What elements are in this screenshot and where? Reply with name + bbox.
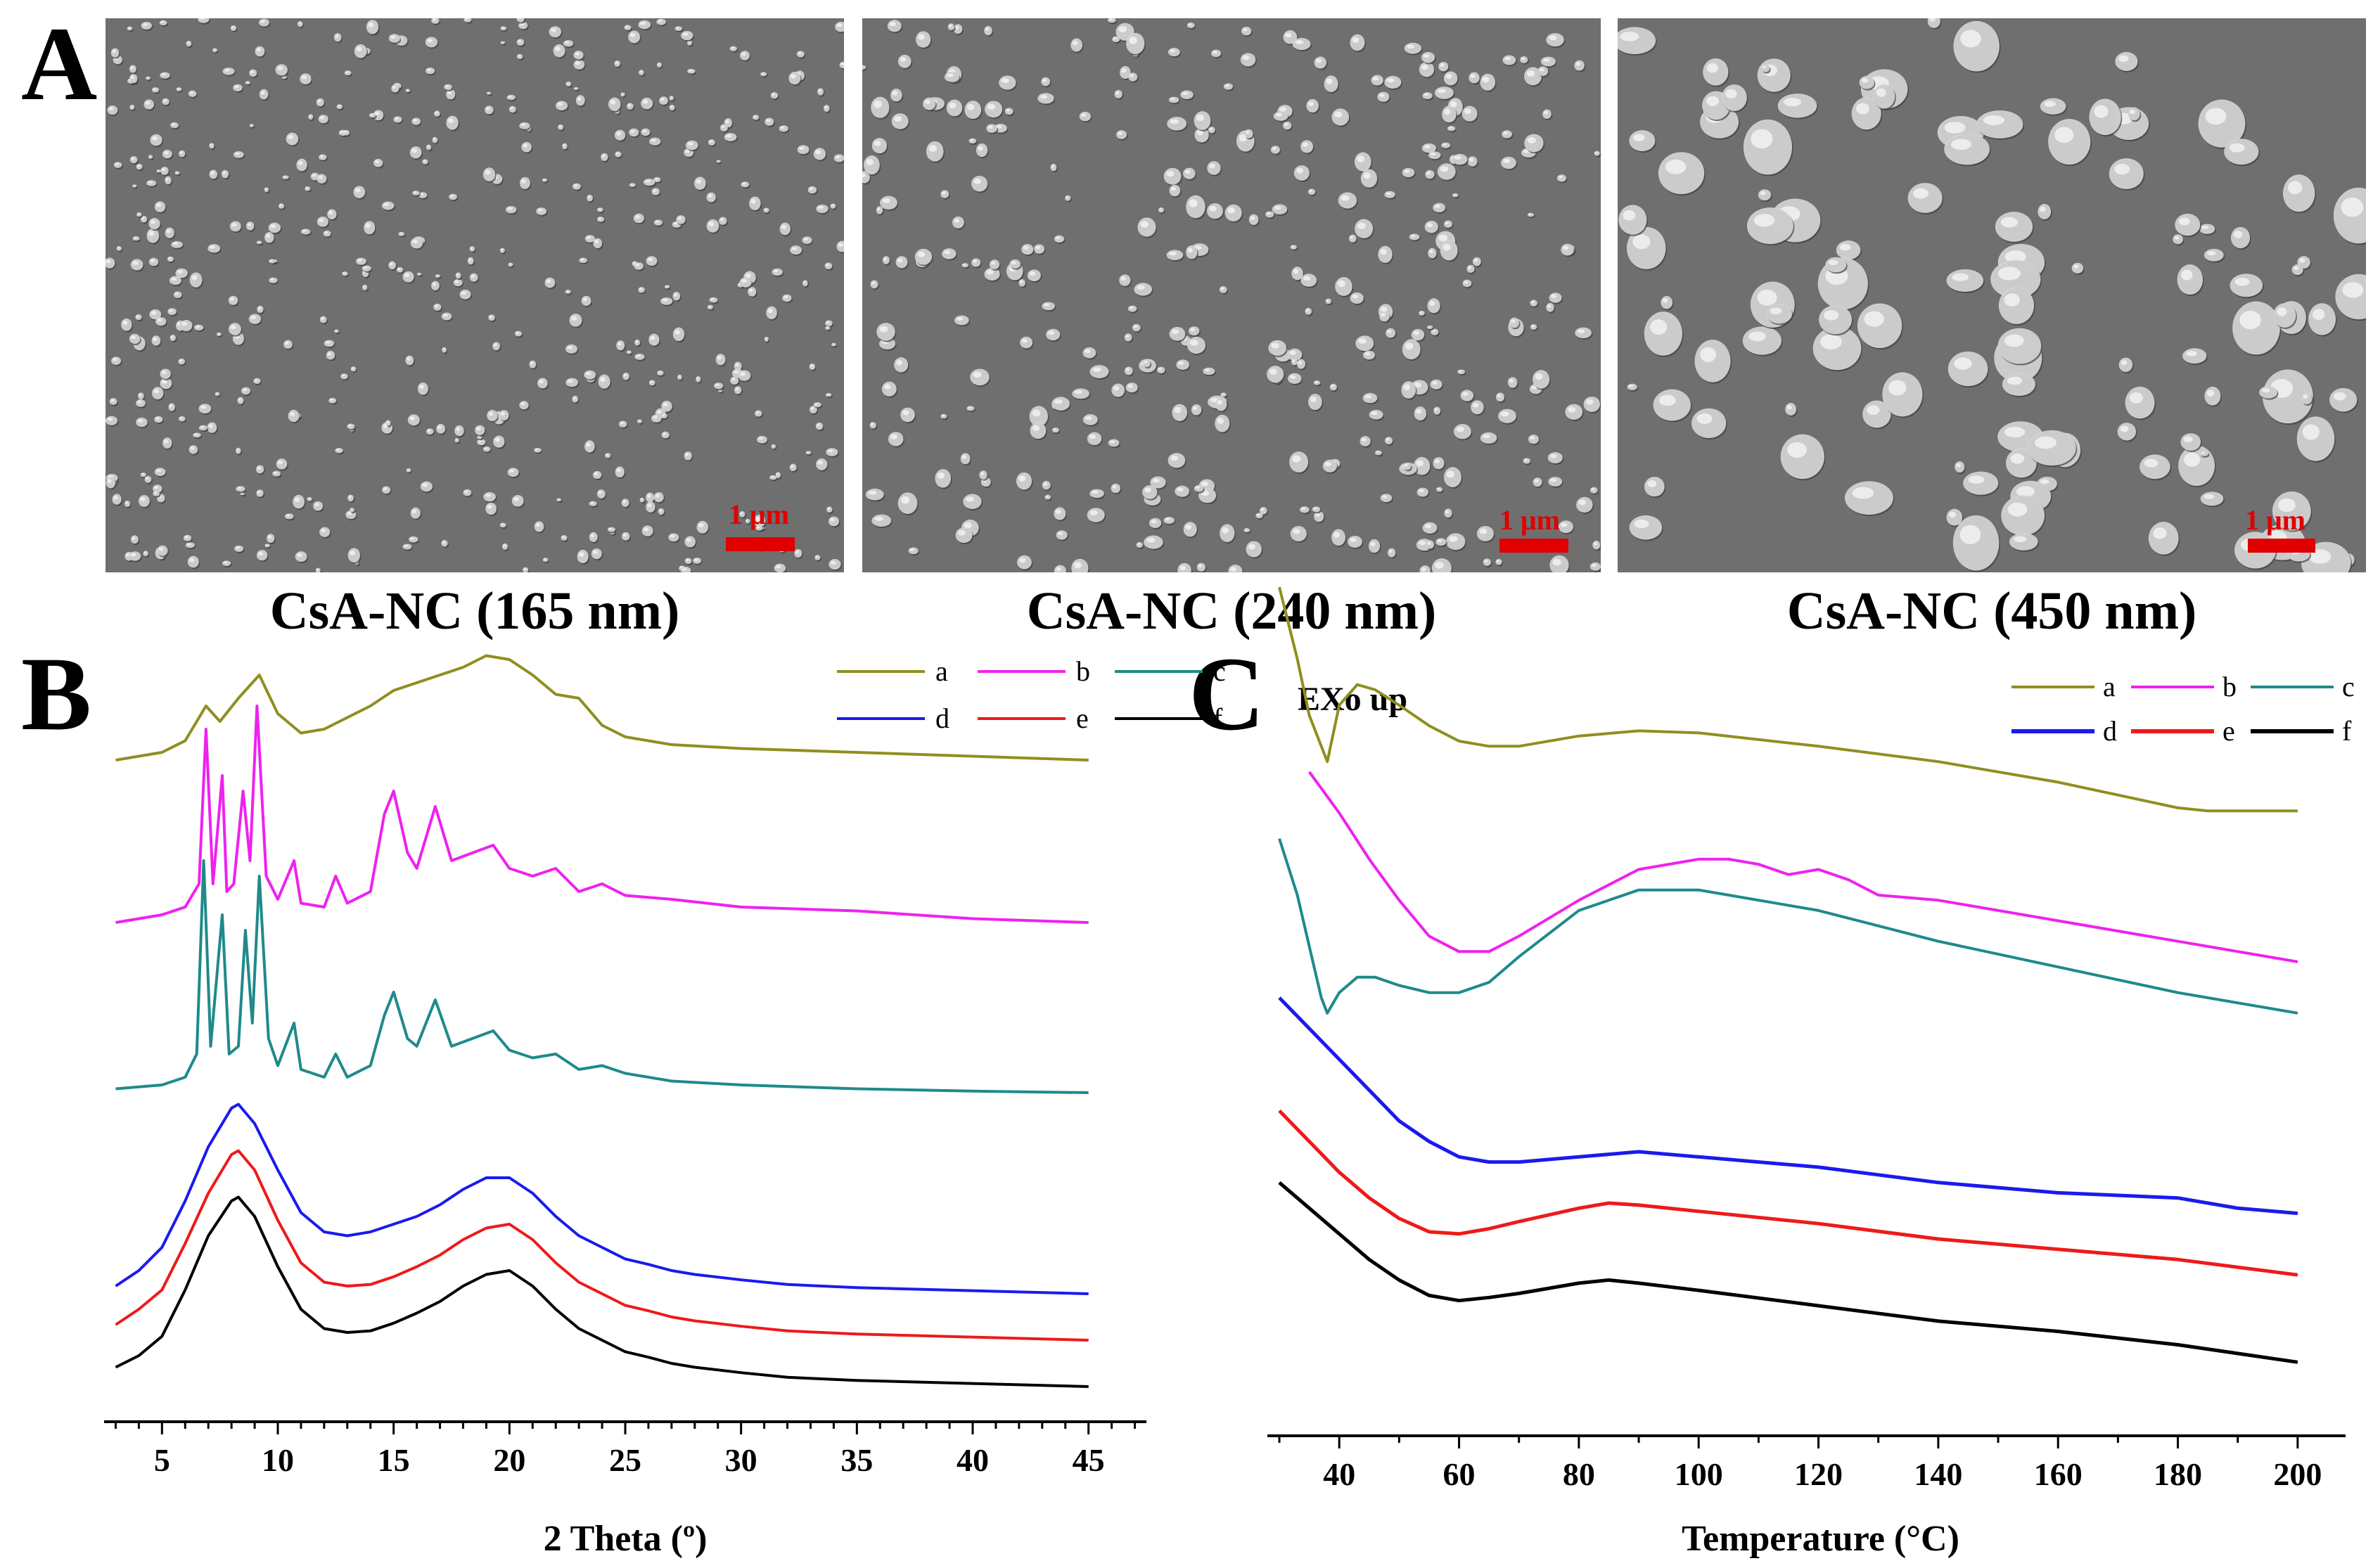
x-tick-label: 80	[1563, 1456, 1595, 1492]
legend-label-e: e	[1076, 702, 1089, 734]
x-tick-label: 5	[154, 1442, 170, 1478]
x-tick-label: 25	[609, 1442, 641, 1478]
series-line-d	[115, 1103, 1089, 1295]
x-tick-label: 60	[1443, 1456, 1476, 1492]
sem-texture	[862, 18, 1601, 572]
series-line-d	[1278, 996, 2298, 1216]
panel-a-letter: A	[21, 6, 98, 122]
legend-label-d: d	[2103, 715, 2117, 747]
series-line-e	[115, 1149, 1089, 1342]
legend: a b c d e f	[2011, 671, 2355, 747]
series-line-c	[1278, 838, 2298, 1015]
sem-texture	[105, 18, 844, 572]
sem-caption-450nm: CsA-NC (450 nm)	[1786, 581, 2197, 641]
scale-bar-label: 1 μm	[729, 499, 789, 530]
series-line-a	[115, 654, 1089, 761]
legend-label-d: d	[935, 702, 949, 734]
x-tick-label: 15	[378, 1442, 410, 1478]
scale-bar	[2248, 539, 2315, 553]
sem-image-240nm: 1 μm	[862, 18, 1601, 572]
x-tick-label: 100	[1675, 1456, 1723, 1492]
scale-bar-label: 1 μm	[2245, 504, 2305, 536]
panel-c-letter: C	[1189, 636, 1265, 752]
x-tick-label: 45	[1073, 1442, 1105, 1478]
legend-label-b: b	[1076, 655, 1090, 687]
sem-particles-240nm	[862, 18, 1601, 572]
x-axis-title: Temperature (°C)	[1682, 1519, 1959, 1559]
scale-bar	[726, 537, 795, 551]
x-tick-label: 200	[2273, 1456, 2322, 1492]
x-tick-label: 30	[725, 1442, 757, 1478]
x-tick-label: 40	[1323, 1456, 1355, 1492]
sem-particles-165nm	[105, 18, 844, 572]
x-tick-label: 10	[262, 1442, 294, 1478]
x-tick-label: 40	[957, 1442, 989, 1478]
sem-image-450nm: 1 μm	[1618, 18, 2366, 572]
series-line-a	[1278, 586, 2298, 813]
x-tick-label: 160	[2034, 1456, 2083, 1492]
x-tick-label: 140	[1914, 1456, 1962, 1492]
legend-label-b: b	[2222, 671, 2237, 702]
x-tick-label: 120	[1794, 1456, 1843, 1492]
x-axis-title: 2 Theta (º)	[544, 1519, 708, 1559]
sem-caption-240nm: CsA-NC (240 nm)	[1026, 581, 1437, 641]
series-line-f	[115, 1195, 1089, 1388]
legend-label-e: e	[2222, 715, 2235, 747]
scale-bar	[1499, 539, 1568, 553]
x-tick-label: 180	[2154, 1456, 2202, 1492]
sem-particles-450nm	[1618, 18, 2366, 572]
series-line-f	[1278, 1181, 2298, 1364]
series-line-b	[115, 705, 1089, 924]
x-tick-label: 35	[840, 1442, 873, 1478]
legend-label-a: a	[935, 655, 948, 687]
legend-label-c: c	[2342, 671, 2355, 702]
series-line-c	[115, 859, 1089, 1094]
legend-label-f: f	[1213, 702, 1223, 734]
x-tick-label: 20	[493, 1442, 525, 1478]
series-line-e	[1278, 1109, 2298, 1277]
scale-bar-label: 1 μm	[1499, 504, 1560, 536]
sem-image-165nm: 1 μm	[105, 18, 844, 572]
legend-label-a: a	[2103, 671, 2116, 702]
series-line-b	[1307, 771, 2298, 963]
legend-label-c: c	[1213, 655, 1226, 687]
panel-b-letter: B	[21, 636, 92, 752]
sem-caption-165nm: CsA-NC (165 nm)	[269, 581, 680, 641]
sem-texture	[1618, 18, 2366, 572]
legend-label-f: f	[2342, 715, 2352, 747]
legend: a b c d e f	[837, 655, 1226, 734]
